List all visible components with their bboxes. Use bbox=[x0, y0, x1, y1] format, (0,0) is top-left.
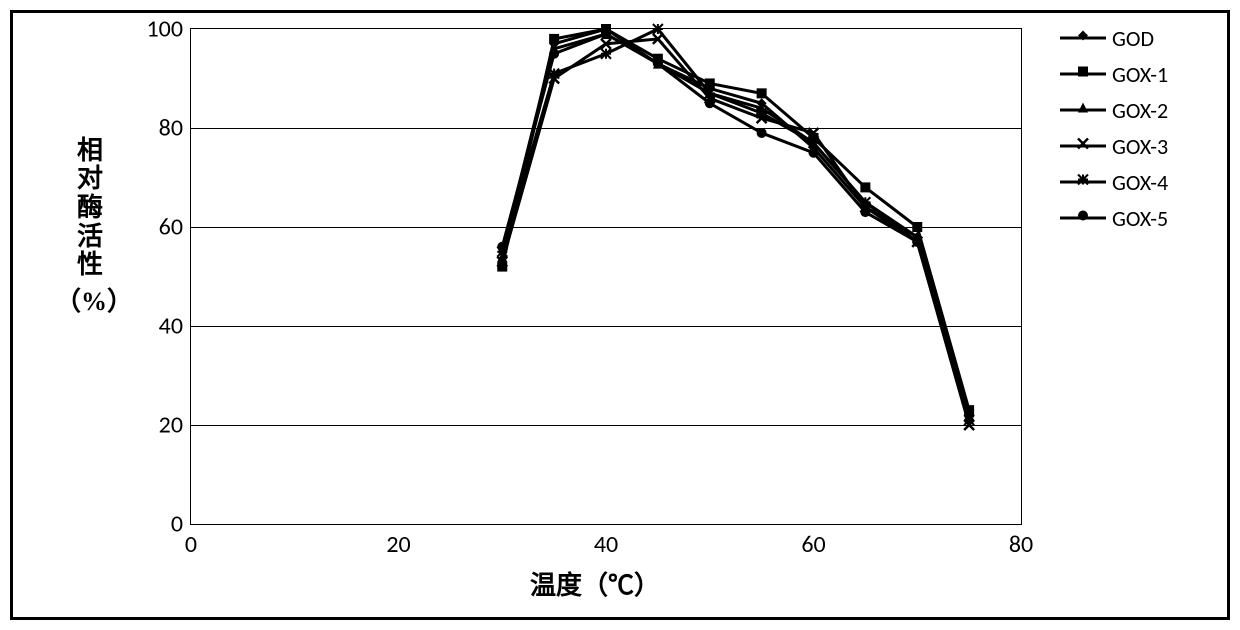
legend-item: GOX-3 bbox=[1060, 136, 1168, 156]
y-tick-label: 60 bbox=[159, 213, 183, 242]
legend-label: GOX-2 bbox=[1112, 97, 1168, 124]
legend-marker bbox=[1060, 208, 1106, 228]
series-line bbox=[502, 29, 969, 410]
marker-circle bbox=[964, 410, 974, 420]
marker-circle bbox=[912, 237, 922, 247]
series-line bbox=[502, 34, 969, 415]
gridline bbox=[191, 227, 1021, 228]
y-axis-title: 相对酶活性（%） bbox=[75, 137, 105, 317]
marker-asterisk bbox=[860, 197, 870, 207]
marker-circle bbox=[809, 148, 819, 158]
legend-item: GOX-5 bbox=[1060, 208, 1168, 228]
x-tick-label: 60 bbox=[801, 530, 825, 559]
chart-svg bbox=[191, 29, 1021, 524]
gridline bbox=[191, 326, 1021, 327]
marker-asterisk bbox=[757, 108, 767, 118]
marker-circle bbox=[497, 242, 507, 252]
x-tick-label: 80 bbox=[1009, 530, 1033, 559]
y-tick-label: 80 bbox=[159, 114, 183, 143]
marker-diamond bbox=[1078, 31, 1088, 41]
marker-asterisk bbox=[653, 24, 663, 34]
marker-circle bbox=[757, 128, 767, 138]
legend-label: GOX-4 bbox=[1112, 169, 1168, 196]
marker-circle bbox=[549, 49, 559, 59]
marker-triangle bbox=[1078, 103, 1088, 113]
legend-item: GOX-1 bbox=[1060, 64, 1168, 84]
marker-square bbox=[549, 34, 559, 44]
marker-square bbox=[757, 88, 767, 98]
y-tick-label: 100 bbox=[147, 15, 184, 44]
marker-circle bbox=[601, 29, 611, 39]
legend-item: GOX-4 bbox=[1060, 172, 1168, 192]
marker-square bbox=[1078, 67, 1088, 77]
marker-circle bbox=[705, 98, 715, 108]
legend-marker bbox=[1060, 172, 1106, 192]
legend-marker bbox=[1060, 28, 1106, 48]
legend-marker bbox=[1060, 136, 1106, 156]
legend-item: GOX-2 bbox=[1060, 100, 1168, 120]
y-tick-label: 20 bbox=[159, 411, 183, 440]
legend-item: GOD bbox=[1060, 28, 1168, 48]
x-tick-label: 40 bbox=[594, 530, 618, 559]
y-tick-label: 0 bbox=[171, 510, 183, 539]
marker-asterisk bbox=[809, 138, 819, 148]
legend-label: GOD bbox=[1112, 25, 1154, 52]
marker-square bbox=[860, 182, 870, 192]
chart-container: 020406080100020406080 相对酶活性（%） 温度（℃） GOD… bbox=[0, 0, 1240, 630]
x-axis-title: 温度（℃） bbox=[530, 565, 660, 602]
x-tick-label: 0 bbox=[185, 530, 197, 559]
marker-x bbox=[1078, 139, 1088, 149]
legend-marker bbox=[1060, 100, 1106, 120]
x-tick-label: 20 bbox=[386, 530, 410, 559]
marker-circle bbox=[1078, 211, 1088, 221]
legend-label: GOX-3 bbox=[1112, 133, 1168, 160]
legend-label: GOX-5 bbox=[1112, 205, 1168, 232]
marker-asterisk bbox=[601, 49, 611, 59]
marker-circle bbox=[653, 59, 663, 69]
marker-asterisk bbox=[705, 88, 715, 98]
gridline bbox=[191, 425, 1021, 426]
marker-circle bbox=[860, 207, 870, 217]
plot-area: 020406080100020406080 bbox=[190, 28, 1022, 525]
legend-label: GOX-1 bbox=[1112, 61, 1168, 88]
legend-marker bbox=[1060, 64, 1106, 84]
gridline bbox=[191, 128, 1021, 129]
y-tick-label: 40 bbox=[159, 312, 183, 341]
marker-asterisk bbox=[1078, 175, 1088, 185]
legend: GOD GOX-1 GOX-2 GOX-3 GOX-4 GOX-5 bbox=[1060, 28, 1168, 244]
